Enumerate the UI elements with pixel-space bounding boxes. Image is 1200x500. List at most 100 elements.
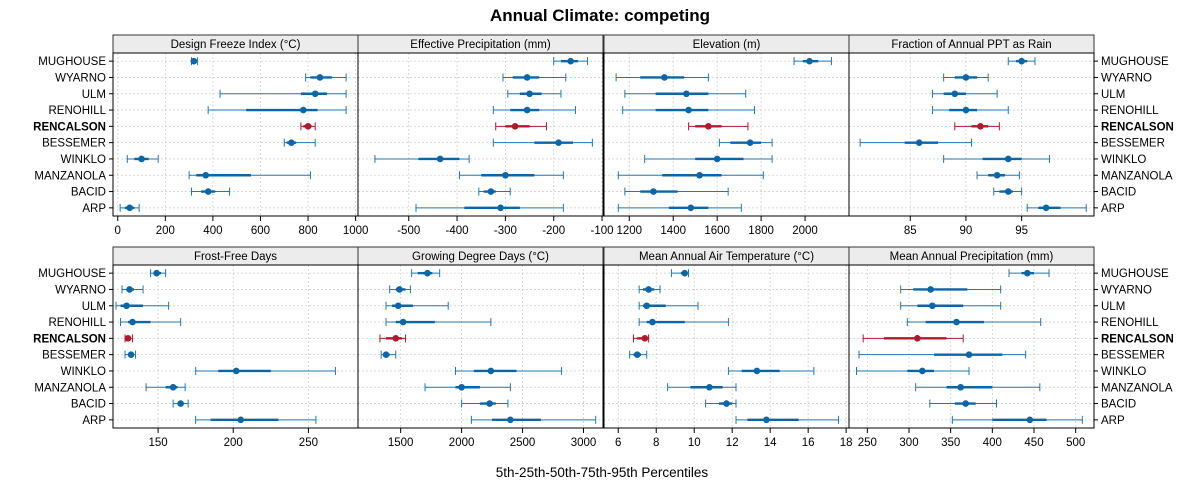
median-point <box>661 74 668 81</box>
median-point <box>927 286 934 293</box>
median-point <box>706 383 713 391</box>
site-label-arp: ARP <box>82 203 106 215</box>
marker-arp <box>415 203 564 212</box>
median-point <box>526 90 533 98</box>
site-label-ulm: ULM <box>1101 301 1125 313</box>
panel-mean-annual-air-temperature-c: Mean Annual Air Temperature (°C) 6 8 10 12 14… <box>603 246 853 449</box>
marker-manzanola <box>424 383 511 392</box>
marker-bacid <box>190 187 231 196</box>
x-tick-label: 1400 <box>660 225 686 237</box>
median-point <box>392 335 400 342</box>
panels-layer: Design Freeze Index (°C) 0 200 400 600 800 100… <box>33 34 1174 449</box>
marker-manzanola <box>145 383 186 392</box>
x-tick-label: 12 <box>726 437 739 449</box>
marker-ulm <box>638 301 699 310</box>
site-label-arp: ARP <box>82 415 106 427</box>
panel-growing-degree-days-c: Growing Degree Days (°C) 1500 2000 2500 3000 <box>357 246 604 449</box>
median-point <box>641 335 649 342</box>
site-label-renohill: RENOHILL <box>1101 105 1159 117</box>
marker-winklo <box>195 366 336 375</box>
median-point <box>169 383 177 391</box>
x-tick-label: 300 <box>899 437 918 449</box>
median-point <box>962 74 970 81</box>
site-label-arp: ARP <box>1101 415 1125 427</box>
median-point <box>126 286 133 293</box>
panel-title: Frost-Free Days <box>194 251 277 263</box>
marker-bacid <box>624 187 729 196</box>
site-label-bessemer: BESSEMER <box>42 138 106 150</box>
median-point <box>951 90 959 98</box>
median-point <box>424 269 431 277</box>
marker-manzanola <box>617 171 764 180</box>
marker-winklo <box>727 366 815 375</box>
site-label-rencalson: RENCALSON <box>33 333 106 345</box>
marker-bessemer <box>718 138 773 147</box>
median-point <box>645 286 652 293</box>
median-point <box>953 318 960 326</box>
panel-title: Elevation (m) <box>693 39 761 51</box>
marker-wyarno <box>305 73 347 82</box>
marker-wyarno <box>389 285 411 294</box>
marker-bacid <box>172 399 189 408</box>
marker-bessemer <box>492 138 593 147</box>
marker-renohill <box>492 106 576 115</box>
site-label-bacid: BACID <box>1101 399 1136 411</box>
panel-frame <box>848 264 1095 429</box>
site-label-manzanola: MANZANOLA <box>34 382 106 394</box>
x-tick-label: 200 <box>224 437 243 449</box>
x-tick-label: 400 <box>203 225 222 237</box>
x-tick-label: 350 <box>941 437 960 449</box>
x-tick-label: 2000 <box>449 437 475 449</box>
median-point <box>687 204 695 212</box>
x-tick-label: -400 <box>446 225 469 237</box>
marker-ulm <box>219 89 347 98</box>
site-label-mughouse: MUGHOUSE <box>1101 56 1169 68</box>
marker-rencalson <box>379 334 407 343</box>
x-tick-label: 0 <box>115 225 121 237</box>
median-point <box>316 74 324 81</box>
x-tick-label: 8 <box>653 437 659 449</box>
marker-mughouse <box>1007 57 1036 66</box>
median-point <box>436 155 444 163</box>
median-point <box>486 400 493 407</box>
site-label-wyarno: WYARNO <box>1101 72 1152 84</box>
median-point <box>555 139 562 146</box>
median-point <box>723 400 730 407</box>
site-label-mughouse: MUGHOUSE <box>1101 268 1169 280</box>
site-label-renohill: RENOHILL <box>1101 317 1159 329</box>
panel-title: Effective Precipitation (mm) <box>410 39 551 51</box>
marker-ulm <box>932 89 998 98</box>
marker-renohill <box>120 318 182 327</box>
panel-design-freeze-index-c: Design Freeze Index (°C) 0 200 400 600 800 100… <box>33 34 368 237</box>
site-label-winklo: WINKLO <box>1101 154 1146 166</box>
site-label-wyarno: WYARNO <box>1101 284 1152 296</box>
site-label-bessemer: BESSEMER <box>1101 138 1165 150</box>
marker-ulm <box>507 89 562 98</box>
median-point <box>705 123 712 130</box>
median-point <box>487 188 495 195</box>
median-point <box>957 383 964 391</box>
site-label-renohill: RENOHILL <box>48 317 106 329</box>
median-point <box>123 302 130 310</box>
chart-title: Annual Climate: competing <box>490 6 710 25</box>
marker-mughouse <box>553 57 589 66</box>
x-tick-label: 16 <box>802 437 815 449</box>
site-label-rencalson: RENCALSON <box>1101 333 1174 345</box>
marker-arp <box>195 415 317 424</box>
marker-ulm <box>624 89 747 98</box>
marker-bessemer <box>380 350 397 359</box>
panel-effective-precipitation-mm: Effective Precipitation (mm) -500 -400 -300… <box>357 34 614 237</box>
marker-wyarno <box>638 285 661 294</box>
panel-elevation-m: Elevation (m) 1200 1400 1600 1800 2000 <box>603 34 850 237</box>
median-point <box>1004 155 1012 163</box>
marker-winklo <box>126 154 159 163</box>
marker-manzanola <box>976 171 1020 180</box>
median-point <box>681 269 689 277</box>
x-tick-label: 14 <box>764 437 777 449</box>
x-tick-label: 150 <box>148 437 167 449</box>
x-tick-label: 3000 <box>571 437 597 449</box>
site-label-renohill: RENOHILL <box>48 105 106 117</box>
median-point <box>685 106 692 114</box>
site-label-winklo: WINKLO <box>1101 366 1146 378</box>
